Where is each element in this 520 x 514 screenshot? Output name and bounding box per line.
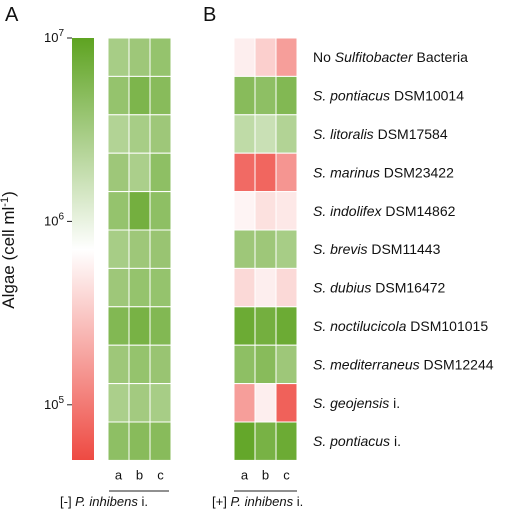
panel-letter-a: A	[5, 4, 19, 26]
heatmap-cell	[107, 114, 130, 154]
heatmap-cell	[128, 344, 151, 385]
heatmap-cell	[254, 114, 277, 154]
heatmap-cell	[149, 191, 172, 231]
heatmap-cell	[128, 229, 151, 269]
colorbar-tick-label: 107	[44, 28, 64, 45]
colorbar-label: Algae (cell ml-1)	[0, 191, 18, 309]
heatmap-cell	[149, 421, 172, 461]
heatmap-cell	[254, 383, 277, 423]
heatmap-cell	[275, 191, 298, 231]
column-label: a	[241, 467, 249, 482]
heatmap-cell	[107, 267, 130, 308]
row-labels: No Sulfitobacter Bacteria S. pontiacus DS…	[313, 49, 494, 449]
heatmap-cell	[275, 267, 298, 308]
heatmap-cell	[107, 344, 130, 385]
heatmap-cell	[233, 267, 256, 308]
heatmap-cell	[128, 267, 151, 308]
heatmap-cell	[275, 75, 298, 116]
heatmap-cell	[254, 37, 277, 77]
heatmap-cell	[275, 306, 298, 346]
heatmap-cell	[149, 267, 172, 308]
heatmap-cell	[128, 421, 151, 461]
heatmap-cell	[128, 114, 151, 154]
heatmap-cell	[275, 344, 298, 385]
row-label: S. indolifex DSM14862	[313, 203, 456, 219]
row-label: S. geojensis i.	[313, 395, 400, 411]
row-label: S. litoralis DSM17584	[313, 126, 448, 142]
row-label: S. brevis DSM11443	[313, 241, 441, 257]
colorbar-ticks: 107 106 105	[44, 28, 72, 412]
heatmap-cell	[107, 306, 130, 346]
heatmap-cell	[128, 191, 151, 231]
heatmap-cell	[149, 75, 172, 116]
column-label: b	[136, 467, 143, 482]
column-label: a	[115, 467, 123, 482]
heatmap-cell	[107, 383, 130, 423]
heatmap-cell	[275, 152, 298, 193]
row-label: S. pontiacus DSM10014	[313, 88, 464, 104]
heatmap-a	[107, 37, 172, 461]
heatmap-cell	[128, 383, 151, 423]
heatmap-cell	[107, 152, 130, 193]
colorbar-tick-label: 105	[44, 395, 64, 412]
heatmap-cell	[233, 114, 256, 154]
heatmap-cell	[254, 191, 277, 231]
heatmap-cell	[107, 229, 130, 269]
heatmap-cell	[254, 152, 277, 193]
heatmap-cell	[233, 306, 256, 346]
panel-letter-b: B	[203, 4, 216, 26]
heatmap-cell	[233, 344, 256, 385]
heatmap-cell	[275, 229, 298, 269]
row-label: S. pontiacus i.	[313, 433, 401, 449]
heatmap-cell	[275, 114, 298, 154]
heatmap-cell	[254, 75, 277, 116]
row-label: S. marinus DSM23422	[313, 164, 454, 180]
heatmap-cell	[233, 383, 256, 423]
heatmap-cell	[233, 421, 256, 461]
row-label: No Sulfitobacter Bacteria	[313, 49, 468, 65]
colorbar-tick-label: 106	[44, 211, 64, 228]
row-label: S. noctilucicola DSM101015	[313, 318, 488, 334]
column-label: c	[283, 467, 290, 482]
colorbar	[72, 38, 94, 460]
heatmap-cell	[107, 37, 130, 77]
heatmap-cell	[254, 229, 277, 269]
heatmap-cell	[233, 229, 256, 269]
heatmap-cell	[149, 114, 172, 154]
heatmap-cell	[254, 267, 277, 308]
heatmap-b	[233, 37, 298, 461]
heatmap-cell	[149, 229, 172, 269]
heatmap-cell	[107, 191, 130, 231]
heatmap-cell	[149, 152, 172, 193]
heatmap-cell	[149, 344, 172, 385]
heatmap-cell	[254, 421, 277, 461]
heatmap-cell	[128, 37, 151, 77]
heatmap-cell	[128, 75, 151, 116]
heatmap-cell	[233, 152, 256, 193]
heatmap-cell	[233, 75, 256, 116]
column-label: c	[157, 467, 164, 482]
heatmap-cell	[107, 75, 130, 116]
heatmap-cell	[233, 37, 256, 77]
heatmap-cell	[233, 191, 256, 231]
row-label: S. dubius DSM16472	[313, 280, 446, 296]
condition-label-minus: [-] P. inhibens i.	[60, 494, 148, 509]
heatmap-cell	[254, 306, 277, 346]
heatmap-cell	[275, 421, 298, 461]
condition-label-plus: [+] P. inhibens i.	[212, 494, 303, 509]
heatmap-cell	[128, 306, 151, 346]
heatmap-cell	[107, 421, 130, 461]
heatmap-cell	[254, 344, 277, 385]
heatmap-cell	[149, 306, 172, 346]
column-label: b	[262, 467, 269, 482]
heatmap-cell	[275, 383, 298, 423]
heatmap-cell	[149, 37, 172, 77]
heatmap-cell	[275, 37, 298, 77]
row-label: S. mediterraneus DSM12244	[313, 356, 494, 372]
heatmap-cell	[149, 383, 172, 423]
heatmap-cell	[128, 152, 151, 193]
